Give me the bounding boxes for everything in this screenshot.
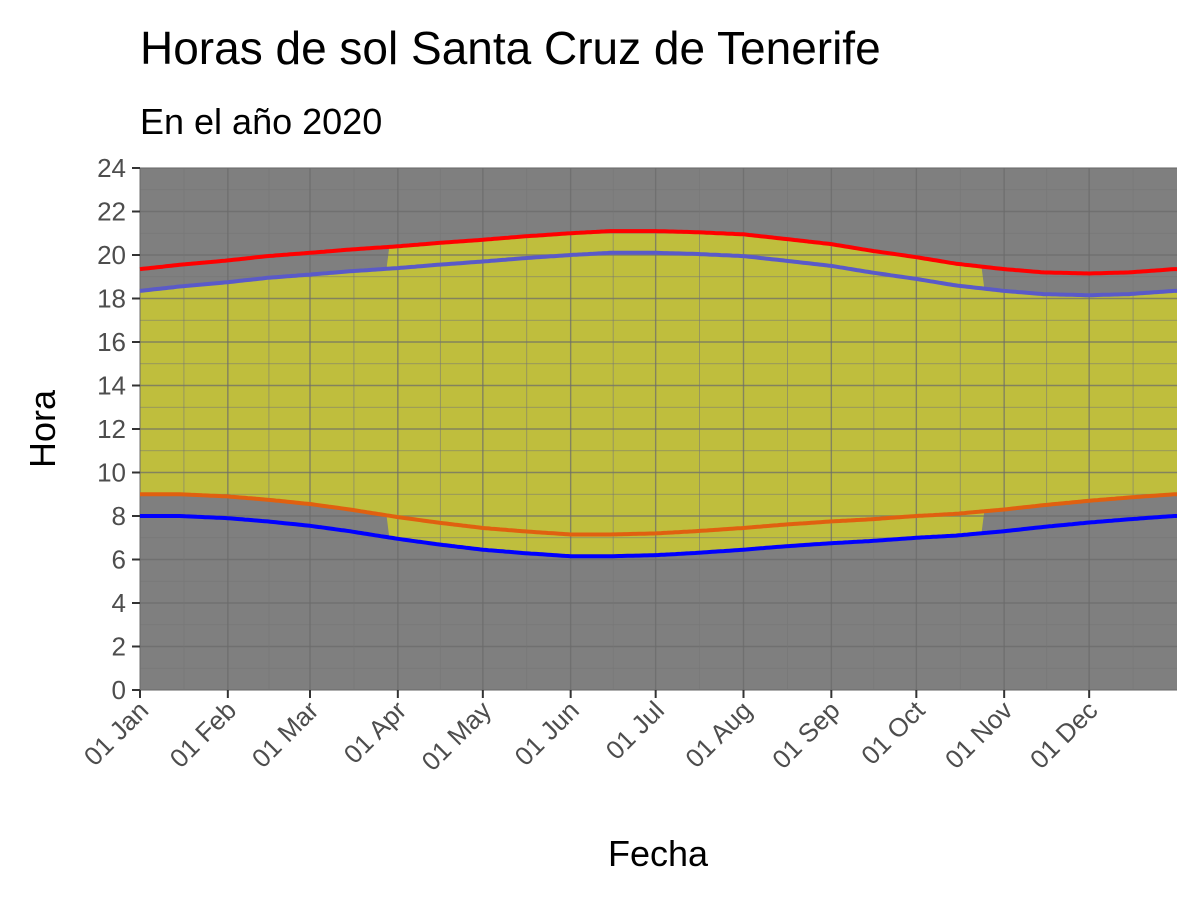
x-tick-label: 01 Jun: [508, 695, 584, 771]
y-tick-label: 2: [112, 632, 126, 662]
x-tick-label: 01 Mar: [246, 695, 325, 774]
y-tick-label: 8: [112, 501, 126, 531]
series-line-sunrise-with-offset: [140, 492, 1177, 537]
x-tick-label: 01 Dec: [1024, 695, 1103, 774]
series-line-sunset-with-offset: [139, 229, 1177, 276]
series-line-sunset-standard: [139, 250, 1177, 298]
x-axis-title: Fecha: [608, 833, 709, 874]
x-tick-label: 01 Jan: [78, 695, 154, 771]
chart-subtitle: En el año 2020: [140, 101, 382, 142]
y-tick-label: 16: [97, 327, 126, 357]
y-tick-label: 6: [112, 545, 126, 575]
y-tick-label: 4: [112, 588, 126, 618]
chart-title: Horas de sol Santa Cruz de Tenerife: [140, 22, 881, 74]
y-tick-label: 24: [97, 153, 126, 183]
x-tick-label: 01 Aug: [679, 695, 757, 773]
x-tick-label: 01 Feb: [164, 695, 242, 773]
y-tick-label: 10: [97, 458, 126, 488]
x-tick-label: 01 Oct: [855, 694, 931, 770]
y-tick-label: 18: [97, 284, 126, 314]
y-tick-label: 20: [97, 240, 126, 270]
y-tick-label: 14: [97, 371, 126, 401]
y-tick-label: 0: [112, 675, 126, 705]
series-line-sunrise-standard: [140, 514, 1177, 559]
y-tick-label: 12: [97, 414, 126, 444]
x-tick-label: 01 May: [416, 695, 498, 777]
x-tick-label: 01 Nov: [939, 695, 1018, 774]
daylight-area: [140, 231, 1177, 557]
y-tick-label: 22: [97, 197, 126, 227]
y-axis-title: Hora: [22, 389, 63, 468]
x-tick-label: 01 Sep: [766, 695, 845, 774]
x-tick-label: 01 Jul: [600, 695, 670, 765]
x-tick-label: 01 Apr: [338, 695, 413, 770]
